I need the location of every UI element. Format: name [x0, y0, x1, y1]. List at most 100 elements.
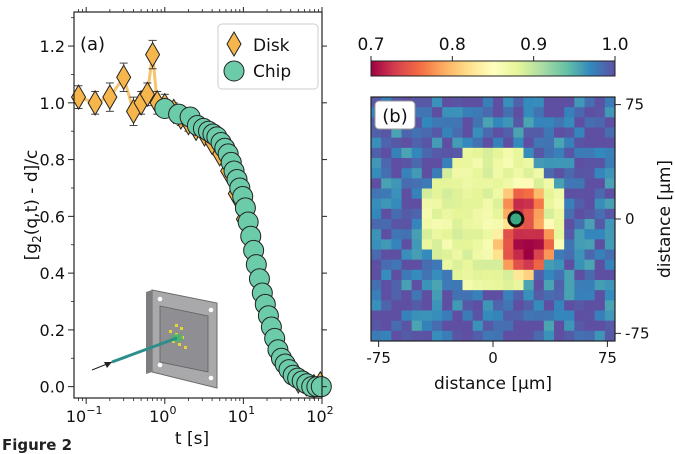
heatmap-cell: [513, 158, 524, 169]
heatmap-cell: [371, 320, 382, 332]
y-tick-label-a: 0.4: [40, 264, 65, 283]
heatmap-cell: [594, 280, 606, 291]
heatmap-cell: [432, 97, 443, 108]
inset-hole: [157, 362, 163, 368]
heatmap-cell: [523, 259, 535, 271]
heatmap-cell: [503, 178, 514, 189]
heatmap-cell: [482, 310, 494, 322]
heatmap-cell: [391, 229, 402, 240]
heatmap-cell: [564, 280, 575, 291]
heatmap-cell: [391, 259, 402, 271]
heatmap-cell: [442, 137, 453, 149]
heatmap-cell: [564, 107, 575, 118]
heatmap-cell: [584, 239, 596, 250]
heatmap-cell: [401, 158, 413, 169]
heatmap-cell: [371, 239, 382, 250]
heatmap-cell: [604, 137, 616, 149]
disk-point: [116, 64, 132, 91]
heatmap-cell: [411, 280, 423, 291]
heatmap-cell: [442, 219, 453, 230]
heatmap-cell: [421, 117, 433, 128]
heatmap-cell: [604, 259, 616, 271]
heatmap-cell: [533, 290, 545, 301]
heatmap-cell: [462, 188, 474, 200]
heatmap-cell: [574, 310, 585, 322]
heatmap-cell: [482, 137, 494, 149]
heatmap-cell: [432, 198, 443, 210]
heatmap-cell: [533, 208, 545, 220]
heatmap-cell: [594, 188, 606, 200]
heatmap-cell: [411, 107, 423, 118]
heatmap-cell: [543, 97, 555, 108]
heatmap-cell: [421, 97, 433, 108]
heatmap-cell: [401, 269, 413, 281]
heatmap-cell: [543, 229, 555, 240]
heatmap-cell: [513, 269, 524, 281]
heatmap-cell: [493, 147, 504, 159]
heatmap-cell: [411, 249, 423, 261]
heatmap-cell: [493, 320, 504, 332]
heatmap-cell: [543, 330, 555, 342]
heatmap-cell: [493, 107, 504, 118]
y-tick-label-a: 1.0: [40, 94, 65, 113]
heatmap-cell: [482, 208, 494, 220]
legend-circle-icon: [223, 60, 245, 82]
heatmap-cell: [493, 219, 504, 230]
heatmap-cell: [543, 239, 555, 250]
heatmap-cell: [533, 310, 545, 322]
heatmap-cell: [604, 198, 616, 210]
heatmap-cell: [381, 269, 392, 281]
heatmap-cell: [533, 107, 545, 118]
heatmap-cell: [523, 137, 535, 149]
heatmap-cell: [594, 178, 606, 189]
heatmap-cell: [584, 107, 596, 118]
heatmap-cell: [554, 97, 565, 108]
heatmap-cell: [432, 158, 443, 169]
heatmap-cell: [533, 188, 545, 200]
heatmap-cell: [421, 208, 433, 220]
heatmap-cell: [421, 219, 433, 230]
heatmap-cell: [554, 249, 565, 261]
heatmap-cell: [462, 117, 474, 128]
panel-b-label: (b): [382, 106, 407, 127]
heatmap-cell: [493, 280, 504, 291]
heatmap-cell: [381, 168, 392, 179]
heatmap-cell: [503, 168, 514, 179]
heatmap-cell: [401, 290, 413, 301]
heatmap-cell: [533, 147, 545, 159]
y-tick-label-a: 1.2: [40, 37, 65, 56]
heatmap-cell: [564, 147, 575, 159]
heatmap-cell: [594, 127, 606, 139]
heatmap-cell: [411, 300, 423, 311]
heatmap-cell: [432, 208, 443, 220]
heatmap-cell: [482, 229, 494, 240]
heatmap-cell: [421, 147, 433, 159]
inset-beam-arrowhead: [104, 362, 112, 368]
heatmap-cell: [543, 188, 555, 200]
heatmap-cell: [472, 208, 484, 220]
heatmap-cell: [513, 320, 524, 332]
heatmap-cell: [543, 280, 555, 291]
heatmap-cell: [503, 188, 514, 200]
heatmap-cell: [472, 269, 484, 281]
heatmap-cell: [452, 229, 463, 240]
heatmap-cell: [594, 117, 606, 128]
heatmap-cell: [523, 239, 535, 250]
heatmap-cell: [452, 147, 463, 159]
heatmap-cell: [421, 188, 433, 200]
colorbar-ticks: 0.7 0.8 0.9 1.0: [357, 35, 629, 61]
heatmap-cell: [554, 229, 565, 240]
heatmap-cell: [513, 259, 524, 271]
heatmap-cell: [554, 269, 565, 281]
heatmap-cell: [442, 300, 453, 311]
heatmap-cell: [564, 127, 575, 139]
heatmap-cell: [533, 320, 545, 332]
heatmap-cell: [523, 168, 535, 179]
inset-hole: [208, 307, 214, 313]
heatmap-cell: [442, 330, 453, 342]
heatmap-cell: [472, 127, 484, 139]
heatmap-cell: [391, 198, 402, 210]
heatmap-cell: [371, 198, 382, 210]
heatmap-cell: [381, 198, 392, 210]
heatmap-cell: [523, 198, 535, 210]
